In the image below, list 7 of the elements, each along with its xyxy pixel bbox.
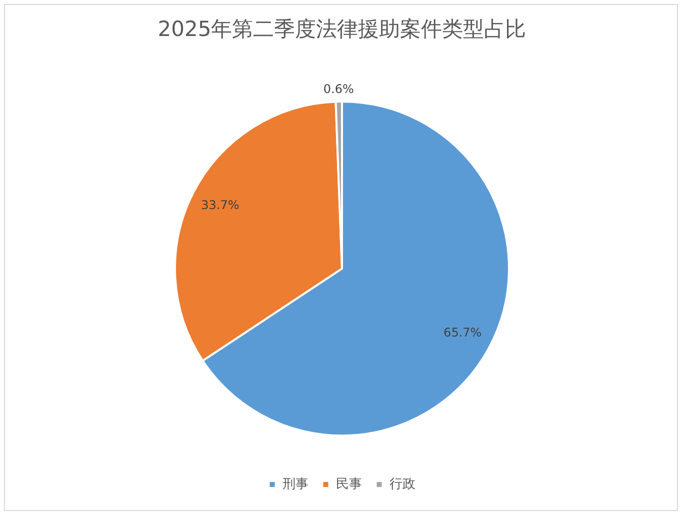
data-label: 0.6%: [323, 82, 354, 96]
legend-label: 民事: [336, 476, 362, 492]
data-label: 33.7%: [201, 198, 240, 212]
data-label: 65.7%: [444, 326, 482, 340]
legend-label: 行政: [389, 476, 416, 492]
legend-label: 刑事: [282, 476, 308, 492]
chart-title: 2025年第二季度法律援助案件类型占比: [158, 17, 526, 42]
